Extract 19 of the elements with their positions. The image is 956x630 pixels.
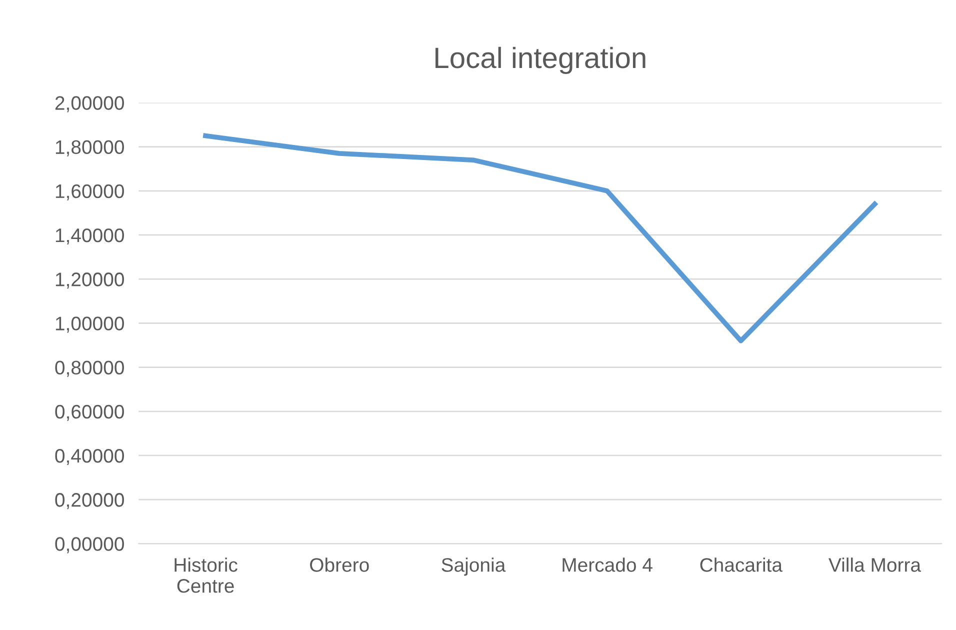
chart-title: Local integration: [436, 46, 646, 74]
y-tick-label: 1,40000: [56, 228, 124, 245]
y-tick-label: 0,00000: [55, 537, 124, 554]
y-tick-label: 0,80000: [55, 360, 124, 377]
y-tick-label: 1,00000: [56, 316, 124, 333]
x-tick-label: Mercado 4: [562, 558, 652, 572]
y-tick-label: 0,40000: [55, 448, 124, 466]
y-tick-label: 2,00000: [55, 96, 124, 112]
y-tick-label: 1,60000: [56, 184, 124, 200]
y-tick-label: 0,60000: [55, 404, 124, 421]
x-tick-label: Historic Centre: [174, 558, 238, 593]
y-tick-label: 1,80000: [56, 140, 124, 156]
x-tick-label: Obrero: [310, 558, 369, 572]
y-tick-label: 1,20000: [56, 272, 124, 289]
line-series: [203, 133, 878, 344]
x-tick-label: Villa Morra: [828, 558, 922, 572]
x-tick-label: Sajonia: [442, 558, 506, 576]
x-tick-label: Chacarita: [700, 558, 783, 572]
y-tick-label: 0,20000: [55, 493, 124, 510]
